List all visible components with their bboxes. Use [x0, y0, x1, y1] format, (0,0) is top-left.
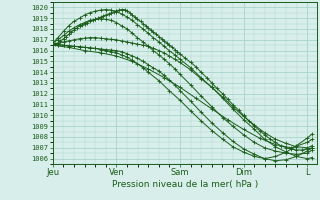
X-axis label: Pression niveau de la mer( hPa ): Pression niveau de la mer( hPa ): [112, 180, 258, 189]
